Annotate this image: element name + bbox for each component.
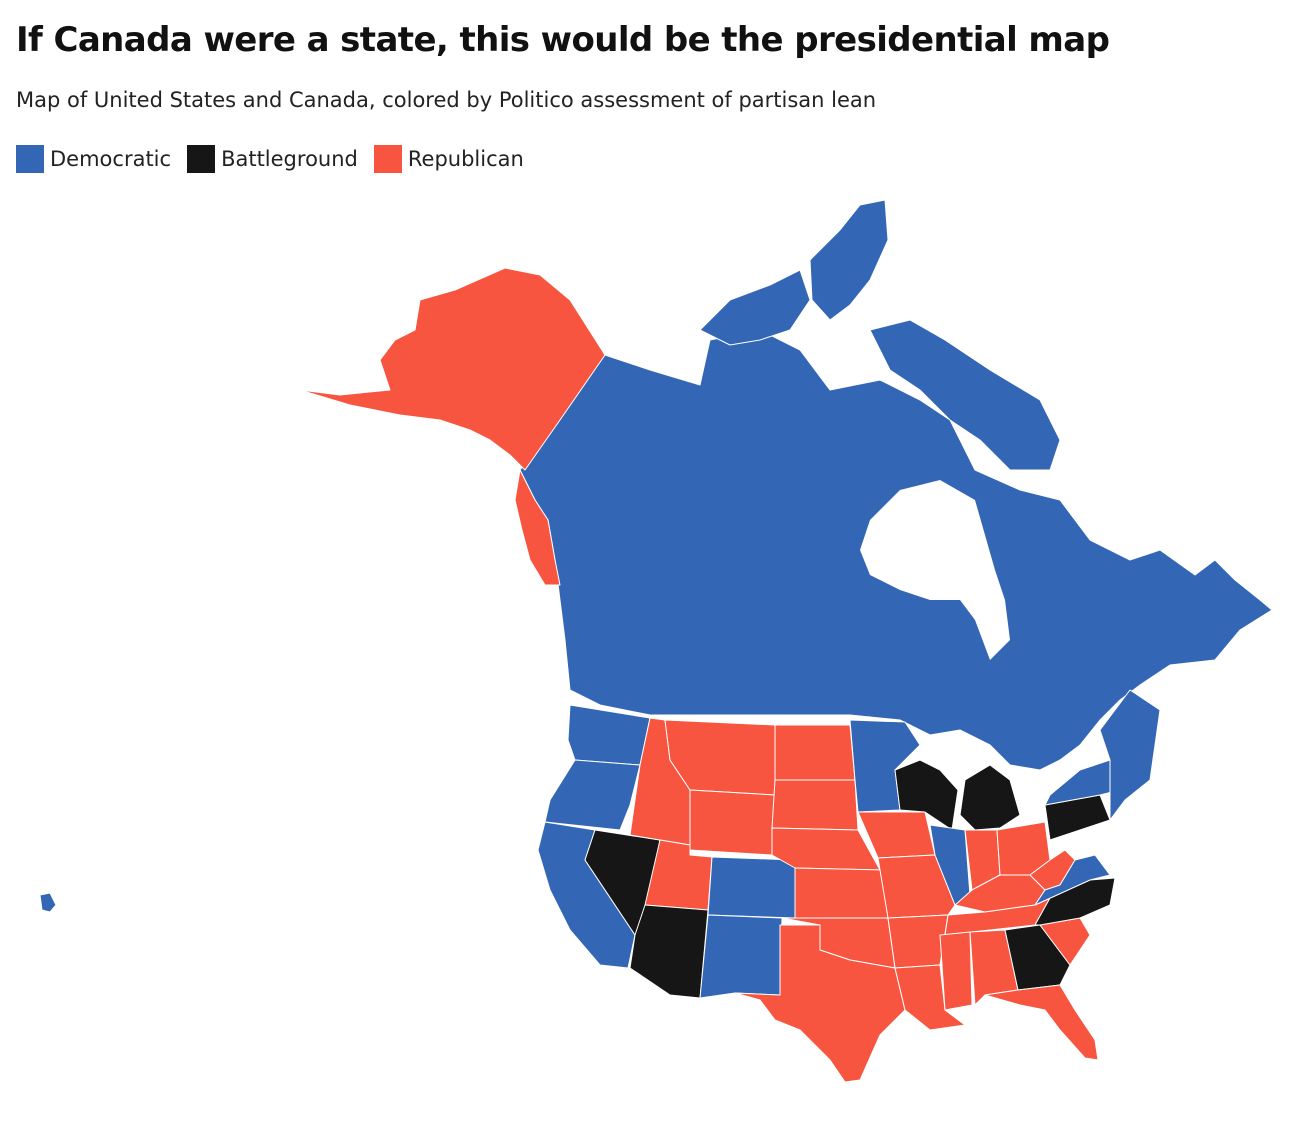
region-washington (567, 704, 651, 766)
region-hudson-bay (860, 480, 1010, 660)
legend-item-democratic: Democratic (16, 145, 171, 173)
region-canada-ellesmere (809, 199, 889, 321)
region-louisiana (894, 964, 966, 1031)
legend-item-battleground: Battleground (187, 145, 358, 173)
region-oregon (544, 759, 641, 831)
region-arizona (629, 904, 709, 999)
page-title: If Canada were a state, this would be th… (16, 20, 1110, 60)
region-arkansas (887, 914, 949, 969)
region-north-carolina (1034, 877, 1116, 926)
region-colorado (707, 856, 796, 919)
region-south-dakota (771, 779, 859, 831)
region-canada-baffin (869, 319, 1061, 471)
region-kansas (794, 867, 889, 919)
legend-swatch-democratic (16, 145, 44, 173)
region-wisconsin (894, 759, 959, 831)
page-subtitle: Map of United States and Canada, colored… (16, 88, 877, 112)
region-missouri (877, 854, 956, 919)
legend: Democratic Battleground Republican (16, 145, 524, 173)
region-north-dakota (774, 724, 856, 781)
legend-label-democratic: Democratic (50, 147, 172, 171)
legend-swatch-battleground (187, 145, 216, 173)
region-mississippi (939, 931, 973, 1011)
region-michigan (959, 764, 1021, 831)
legend-swatch-republican (373, 145, 402, 173)
region-florida (984, 984, 1099, 1061)
region-new-mexico (699, 914, 783, 999)
region-virginia (1034, 854, 1111, 906)
region-northeast (1099, 689, 1161, 821)
region-wyoming (689, 789, 776, 856)
region-alaska-panhandle (514, 469, 561, 586)
legend-item-republican: Republican (373, 145, 524, 173)
region-alaska (299, 267, 606, 471)
region-hawaii (39, 892, 57, 913)
region-canada-arctic-islands (699, 269, 811, 346)
legend-label-battleground: Battleground (221, 147, 358, 171)
region-new-york (1044, 759, 1121, 806)
region-texas (734, 924, 906, 1083)
region-nebraska (771, 827, 881, 871)
region-georgia (1004, 924, 1071, 991)
legend-label-republican: Republican (407, 147, 524, 171)
